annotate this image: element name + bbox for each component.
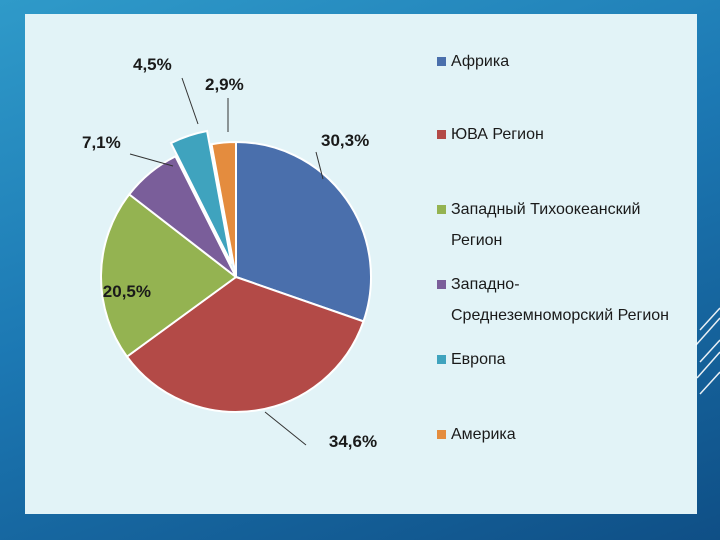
leader-line [181,77,199,125]
pie-slice [127,155,237,278]
legend-label: Западный Тихоокеанский [451,201,641,218]
pie-slice [235,140,372,323]
leader-line [264,411,307,446]
pie-chart: 30,3% 34,6% 20,5% 7,1% 4,5% 2,9% Африка ЮВА Рег… [82,53,669,451]
data-label: 20,5% [103,282,151,301]
leader-line [129,153,174,167]
data-label: 4,5% [133,55,172,74]
pie-slice [125,275,365,413]
data-label: 7,1% [82,133,121,152]
legend-label: Западно- [451,276,520,293]
data-label: 34,6% [329,432,377,451]
pie-slice [210,140,237,278]
legend-swatch [437,130,446,139]
data-label: 2,9% [205,75,244,94]
leader-line [315,151,324,180]
chart-panel: 30,3% 34,6% 20,5% 7,1% 4,5% 2,9% Африка ЮВА Рег… [25,14,697,514]
legend-label: Америка [451,426,516,443]
pie-slice [100,192,238,358]
data-label: 30,3% [321,131,369,150]
legend-label: Регион [451,232,502,249]
legend-swatch [437,430,446,439]
legend-swatch [437,355,446,364]
legend-swatch [437,280,446,289]
legend-label: Африка [451,53,509,70]
legend-label: Среднеземноморский Регион [451,307,669,324]
legend-label: ЮВА Регион [451,126,544,143]
legend-swatch [437,205,446,214]
legend-swatch [437,57,446,66]
legend-label: Европа [451,351,506,368]
pie-slice [169,129,233,265]
